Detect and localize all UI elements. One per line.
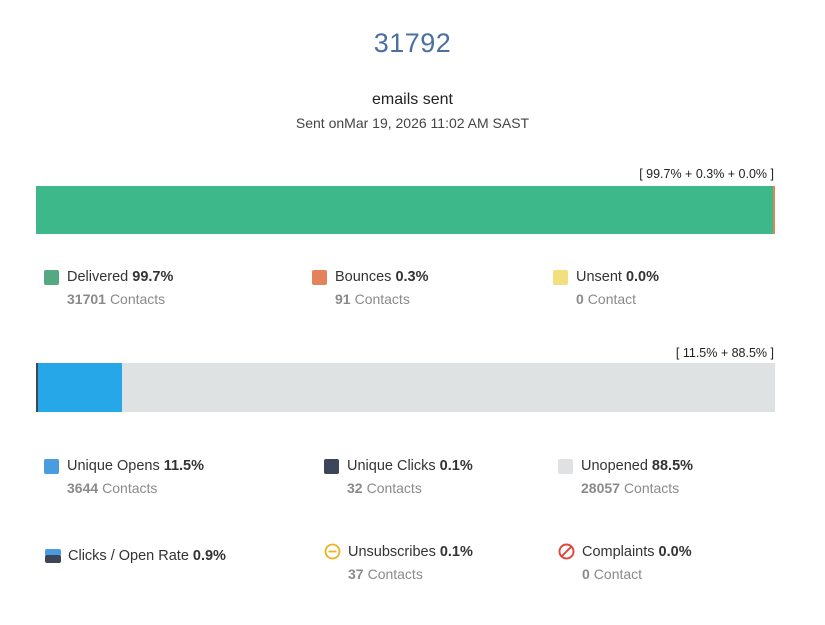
delivery-bar-delivered-segment [36, 186, 773, 234]
unsent-label: Unsent [576, 269, 622, 285]
unsent-count: 0 [576, 291, 584, 307]
unique-clicks-unit: Contacts [366, 480, 422, 496]
delivered-swatch [44, 269, 59, 285]
unsubscribe-icon [324, 543, 341, 560]
legend-delivered: Delivered 99.7% 31701 Contacts [44, 269, 173, 307]
unsent-percent: 0.0% [625, 269, 660, 285]
sent-on-timestamp: Sent onMar 19, 2026 11:02 AM SAST [295, 115, 530, 131]
engagement-bar-caption: [ 11.5% + 88.5% ] [675, 346, 774, 360]
delivered-label: Delivered [67, 269, 129, 285]
legend-unique-opens: Unique Opens 11.5% 3644 Contacts [44, 458, 204, 496]
metric-clicks-open-rate: Clicks / Open Rate 0.9% [44, 547, 226, 564]
bounces-unit: Contacts [354, 291, 410, 307]
emails-sent-label: emails sent [372, 91, 453, 108]
unopened-count: 28057 [581, 480, 620, 496]
legend-unopened: Unopened 88.5% 28057 Contacts [558, 458, 693, 496]
bounces-swatch [312, 269, 327, 285]
engagement-bar-clicks-segment [36, 363, 38, 412]
unopened-percent: 88.5% [651, 458, 694, 474]
bounces-label: Bounces [335, 269, 392, 285]
emails-sent-total: 31792 [373, 28, 452, 58]
unique-clicks-count: 32 [347, 480, 363, 496]
complaints-label: Complaints [582, 543, 655, 560]
complaints-unit: Contact [593, 566, 643, 582]
complaint-icon [558, 543, 575, 560]
unsubscribes-unit: Contacts [367, 566, 423, 582]
bounces-count: 91 [335, 291, 351, 307]
delivered-percent: 99.7% [132, 269, 174, 285]
delivery-bar [36, 186, 775, 234]
metric-complaints: Complaints 0.0% 0 Contact [558, 543, 692, 582]
unsubscribes-count: 37 [348, 566, 364, 582]
delivery-bar-bounces-segment [772, 186, 775, 234]
unsubscribes-percent: 0.1% [439, 543, 473, 560]
delivered-unit: Contacts [109, 291, 166, 307]
complaints-count: 0 [582, 566, 590, 582]
unique-clicks-swatch [324, 458, 339, 474]
unsent-swatch [553, 269, 568, 285]
engagement-bar-unopened-segment [122, 363, 775, 412]
clicks-open-rate-label: Clicks / Open Rate [68, 547, 189, 564]
unique-opens-count: 3644 [67, 480, 99, 496]
unique-clicks-label: Unique Clicks [347, 458, 436, 474]
unique-opens-label: Unique Opens [67, 458, 160, 474]
legend-unique-clicks: Unique Clicks 0.1% 32 Contacts [324, 458, 473, 496]
unsent-unit: Contact [587, 291, 637, 307]
complaints-percent: 0.0% [658, 543, 692, 560]
engagement-bar [36, 363, 775, 412]
delivered-count: 31701 [67, 291, 106, 307]
bounces-percent: 0.3% [395, 269, 429, 285]
engagement-bar-opens-segment [38, 363, 123, 412]
unique-opens-percent: 11.5% [163, 458, 205, 474]
unique-opens-unit: Contacts [102, 480, 158, 496]
unique-clicks-percent: 0.1% [439, 458, 473, 474]
legend-unsent: Unsent 0.0% 0 Contact [553, 269, 659, 307]
unopened-unit: Contacts [623, 480, 680, 496]
unopened-swatch [558, 458, 573, 474]
unique-opens-swatch [44, 458, 59, 474]
clicks-open-rate-icon [44, 547, 61, 564]
unsubscribes-label: Unsubscribes [348, 543, 436, 560]
metric-unsubscribes: Unsubscribes 0.1% 37 Contacts [324, 543, 473, 582]
delivery-bar-caption: [ 99.7% + 0.3% + 0.0% ] [639, 167, 774, 181]
clicks-open-rate-percent: 0.9% [192, 547, 226, 564]
legend-bounces: Bounces 0.3% 91 Contacts [312, 269, 429, 307]
unopened-label: Unopened [581, 458, 648, 474]
